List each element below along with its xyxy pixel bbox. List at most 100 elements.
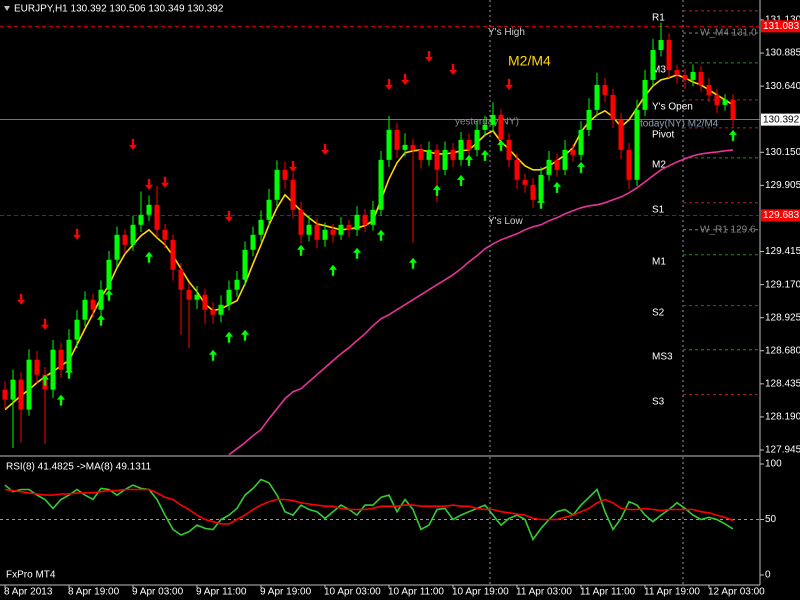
candle-body <box>362 214 368 225</box>
candle-body <box>58 349 64 370</box>
candle-body <box>266 199 272 220</box>
buy-arrow <box>553 181 561 193</box>
pivot-level-label: S3 <box>652 396 665 407</box>
x-tick-label: 10 Apr 11:00 <box>388 587 444 598</box>
candle-body <box>242 249 248 280</box>
candle-body <box>170 239 176 270</box>
candle-body <box>674 69 680 75</box>
y-tick-label: 128.680 <box>765 345 800 356</box>
candle-body <box>730 99 736 120</box>
buy-arrow <box>57 394 65 406</box>
buy-arrow <box>105 289 113 301</box>
candle-body <box>642 79 648 110</box>
pivot-level-label: M3 <box>652 65 666 76</box>
candle-body <box>306 224 312 235</box>
candle-body <box>450 149 456 160</box>
buy-arrow <box>409 257 417 269</box>
sell-arrow <box>449 63 457 75</box>
buy-arrow <box>537 197 545 209</box>
sell-arrow <box>321 143 329 155</box>
candle-body <box>106 259 112 290</box>
buy-arrow <box>297 244 305 256</box>
candle-body <box>210 309 216 315</box>
price-box-label: 131.083 <box>763 21 800 32</box>
price-box <box>761 20 800 33</box>
buy-arrow <box>329 264 337 276</box>
candle-body <box>82 299 88 320</box>
candle-body <box>722 99 728 105</box>
weekly-level-label: W_R1 129.6 <box>700 224 756 235</box>
broker-label: FxPro MT4 <box>6 570 56 581</box>
candle-body <box>282 169 288 180</box>
candle-body <box>322 229 328 240</box>
y-tick-label: 100 <box>765 459 782 470</box>
pivot-level-label: S1 <box>652 204 665 215</box>
buy-arrow <box>457 174 465 186</box>
candle-body <box>570 149 576 155</box>
moving-average <box>4 74 734 411</box>
candle-body <box>546 159 552 175</box>
x-tick-label: 9 Apr 03:00 <box>132 587 184 598</box>
buy-arrow <box>481 149 489 161</box>
buy-arrow <box>377 229 385 241</box>
candle-body <box>698 71 704 85</box>
y-tick-label: 128.435 <box>765 378 800 389</box>
candle-body <box>458 139 464 160</box>
x-tick-label: 11 Apr 03:00 <box>516 587 572 598</box>
candle-body <box>146 204 152 215</box>
x-tick-label: 9 Apr 19:00 <box>260 587 312 598</box>
y-tick-label: 130.640 <box>765 81 800 92</box>
x-tick-label: 12 Apr 03:00 <box>708 587 765 598</box>
sell-arrow <box>129 138 137 150</box>
buy-arrow <box>65 367 73 379</box>
pivot-level-label: M1 <box>652 256 666 267</box>
sell-arrow <box>73 228 81 240</box>
buy-arrow <box>577 161 585 173</box>
annotation: today(NY) M2/M4 <box>640 119 719 130</box>
candle-body <box>258 219 264 235</box>
sell-arrow <box>401 73 409 85</box>
candle-body <box>578 129 584 155</box>
buy-arrow <box>497 139 505 151</box>
pivot-level-label: M2 <box>652 159 666 170</box>
candle-body <box>498 114 504 140</box>
candle-body <box>682 74 688 80</box>
candle-body <box>314 224 320 240</box>
buy-arrow <box>353 247 361 259</box>
y-tick-label: 128.190 <box>765 412 800 423</box>
y-tick-label: 129.905 <box>765 180 800 191</box>
candle-body <box>330 229 336 235</box>
candle-body <box>522 179 528 185</box>
candle-body <box>650 49 656 80</box>
pivot-level-label: Pivot <box>652 129 674 140</box>
candle-body <box>490 114 496 125</box>
candle-body <box>74 319 80 340</box>
candle-body <box>290 179 296 210</box>
candle-body <box>98 289 104 310</box>
candle-body <box>506 139 512 160</box>
candle-body <box>442 149 448 170</box>
candle-body <box>594 84 600 110</box>
y-tick-label: 127.945 <box>765 445 800 456</box>
moving-average <box>228 149 734 456</box>
y-tick-label: 0 <box>765 570 771 581</box>
buy-arrow <box>97 314 105 326</box>
candle-body <box>386 129 392 160</box>
pivot-level-label: S2 <box>652 307 665 318</box>
candle-body <box>274 169 280 200</box>
candle-body <box>562 149 568 170</box>
last-price-box <box>761 113 800 126</box>
x-tick-label: 8 Apr 2013 <box>4 587 53 598</box>
sell-arrow <box>225 210 233 222</box>
sell-arrow <box>289 160 297 172</box>
candle-body <box>10 379 16 400</box>
y-tick-label: 130.150 <box>765 147 800 158</box>
candle-body <box>234 279 240 290</box>
candle-body <box>378 159 384 210</box>
candle-body <box>122 234 128 245</box>
candle-body <box>26 359 32 410</box>
candle-body <box>370 209 376 225</box>
ref-line-label: Y's High <box>488 27 525 38</box>
